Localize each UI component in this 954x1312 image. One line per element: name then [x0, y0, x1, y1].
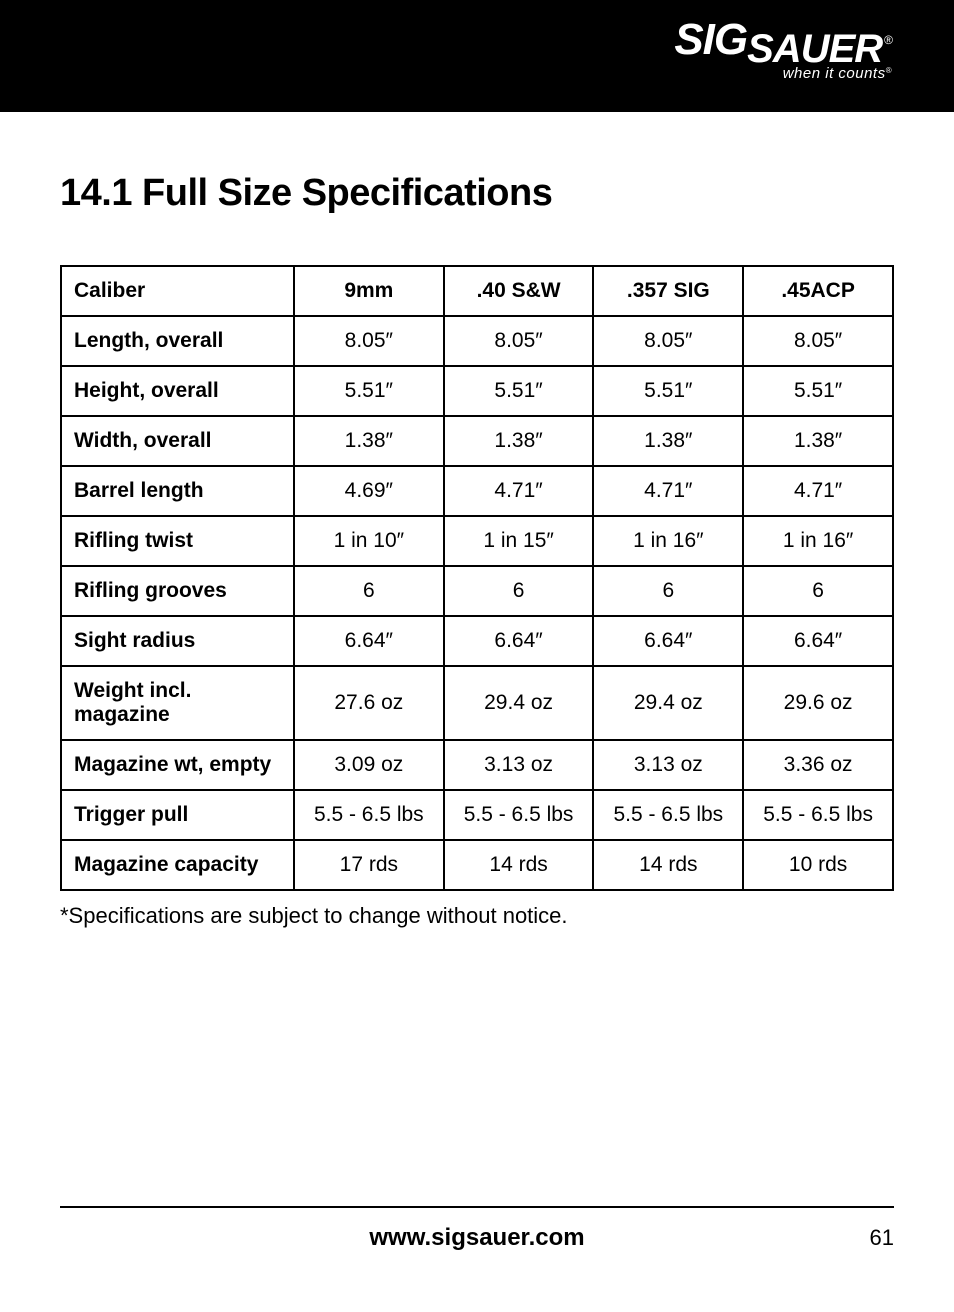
cell: 4.71″: [444, 466, 594, 516]
cell: 1.38″: [593, 416, 743, 466]
row-label: Height, overall: [61, 366, 294, 416]
cell: 10 rds: [743, 840, 893, 890]
table-row: Trigger pull5.5 - 6.5 lbs5.5 - 6.5 lbs5.…: [61, 790, 893, 840]
cell: 4.69″: [294, 466, 444, 516]
row-label: Sight radius: [61, 616, 294, 666]
table-row: Sight radius6.64″6.64″6.64″6.64″: [61, 616, 893, 666]
cell: 8.05″: [743, 316, 893, 366]
row-label: Rifling grooves: [61, 566, 294, 616]
page-footer: www.sigsauer.com 61: [60, 1206, 894, 1252]
cell: 14 rds: [444, 840, 594, 890]
logo-registered: ®: [884, 33, 892, 47]
table-row: Height, overall5.51″5.51″5.51″5.51″: [61, 366, 893, 416]
page-number: 61: [870, 1225, 894, 1251]
table-header-row: Caliber 9mm .40 S&W .357 SIG .45ACP: [61, 266, 893, 316]
col-header-357sig: .357 SIG: [593, 266, 743, 316]
row-label: Length, overall: [61, 316, 294, 366]
brand-logo-text: SIGSAUER®: [674, 20, 892, 67]
cell: 3.36 oz: [743, 740, 893, 790]
cell: 29.6 oz: [743, 666, 893, 740]
cell: 29.4 oz: [444, 666, 594, 740]
table-row: Magazine wt, empty3.09 oz3.13 oz3.13 oz3…: [61, 740, 893, 790]
cell: 4.71″: [593, 466, 743, 516]
cell: 17 rds: [294, 840, 444, 890]
cell: 1.38″: [294, 416, 444, 466]
cell: 3.13 oz: [593, 740, 743, 790]
cell: 1 in 16″: [743, 516, 893, 566]
table-row: Magazine capacity17 rds14 rds14 rds10 rd…: [61, 840, 893, 890]
specifications-table: Caliber 9mm .40 S&W .357 SIG .45ACP Leng…: [60, 265, 894, 891]
cell: 5.5 - 6.5 lbs: [593, 790, 743, 840]
brand-logo: SIGSAUER® when it counts®: [674, 20, 892, 82]
cell: 3.13 oz: [444, 740, 594, 790]
cell: 5.5 - 6.5 lbs: [294, 790, 444, 840]
section-title: 14.1 Full Size Specifications: [60, 172, 894, 215]
header-bar: SIGSAUER® when it counts®: [0, 0, 954, 112]
cell: 5.51″: [294, 366, 444, 416]
cell: 14 rds: [593, 840, 743, 890]
cell: 3.09 oz: [294, 740, 444, 790]
cell: 1 in 15″: [444, 516, 594, 566]
footer-line: www.sigsauer.com 61: [60, 1224, 894, 1252]
cell: 6.64″: [444, 616, 594, 666]
cell: 5.5 - 6.5 lbs: [743, 790, 893, 840]
table-row: Length, overall8.05″8.05″8.05″8.05″: [61, 316, 893, 366]
page-content: 14.1 Full Size Specifications Caliber 9m…: [0, 112, 954, 929]
col-header-caliber: Caliber: [61, 266, 294, 316]
row-label: Magazine wt, empty: [61, 740, 294, 790]
cell: 1 in 10″: [294, 516, 444, 566]
cell: 29.4 oz: [593, 666, 743, 740]
cell: 6: [294, 566, 444, 616]
cell: 1.38″: [743, 416, 893, 466]
cell: 5.5 - 6.5 lbs: [444, 790, 594, 840]
col-header-9mm: 9mm: [294, 266, 444, 316]
tagline-text: when it counts: [783, 65, 886, 82]
cell: 5.51″: [444, 366, 594, 416]
footer-url: www.sigsauer.com: [60, 1224, 894, 1252]
table-row: Rifling twist1 in 10″1 in 15″1 in 16″1 i…: [61, 516, 893, 566]
cell: 1.38″: [444, 416, 594, 466]
row-label: Barrel length: [61, 466, 294, 516]
table-row: Weight incl. magazine27.6 oz29.4 oz29.4 …: [61, 666, 893, 740]
cell: 6: [593, 566, 743, 616]
cell: 1 in 16″: [593, 516, 743, 566]
cell: 8.05″: [593, 316, 743, 366]
row-label: Width, overall: [61, 416, 294, 466]
cell: 6.64″: [294, 616, 444, 666]
footer-rule: [60, 1206, 894, 1208]
tagline-registered: ®: [886, 66, 892, 75]
cell: 5.51″: [593, 366, 743, 416]
footnote: *Specifications are subject to change wi…: [60, 903, 894, 929]
cell: 6: [444, 566, 594, 616]
brand-tagline: when it counts®: [674, 65, 892, 82]
table-row: Barrel length4.69″4.71″4.71″4.71″: [61, 466, 893, 516]
logo-sig: SIG: [674, 15, 747, 64]
cell: 8.05″: [444, 316, 594, 366]
row-label: Rifling twist: [61, 516, 294, 566]
cell: 5.51″: [743, 366, 893, 416]
cell: 4.71″: [743, 466, 893, 516]
cell: 6.64″: [593, 616, 743, 666]
table-row: Width, overall1.38″1.38″1.38″1.38″: [61, 416, 893, 466]
spec-table-body: Caliber 9mm .40 S&W .357 SIG .45ACP Leng…: [61, 266, 893, 890]
cell: 27.6 oz: [294, 666, 444, 740]
col-header-45acp: .45ACP: [743, 266, 893, 316]
table-row: Rifling grooves6666: [61, 566, 893, 616]
cell: 6.64″: [743, 616, 893, 666]
cell: 6: [743, 566, 893, 616]
col-header-40sw: .40 S&W: [444, 266, 594, 316]
cell: 8.05″: [294, 316, 444, 366]
row-label: Weight incl. magazine: [61, 666, 294, 740]
row-label: Trigger pull: [61, 790, 294, 840]
row-label: Magazine capacity: [61, 840, 294, 890]
